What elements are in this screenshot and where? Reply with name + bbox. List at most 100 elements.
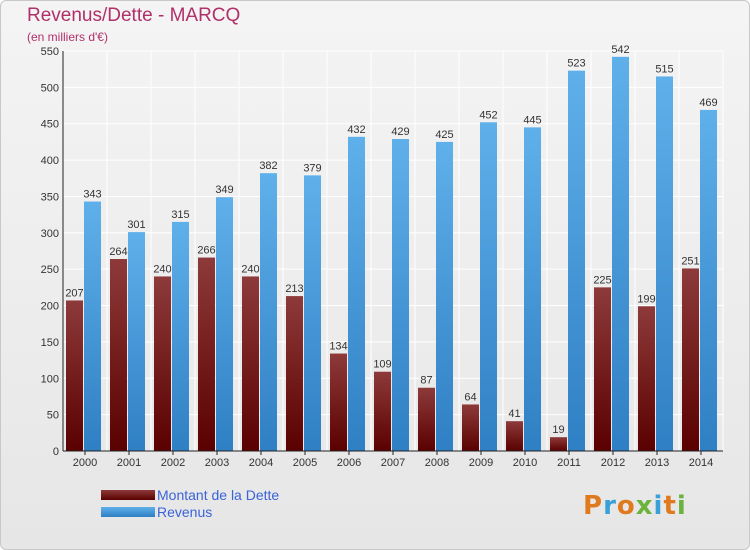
x-tick-label: 2011 [557,457,581,469]
bar-dette [110,259,127,451]
legend-label-dette: Montant de la Dette [157,487,280,503]
bar-revenus [348,136,365,451]
bar-revenus [612,56,629,452]
data-label-revenus: 343 [83,189,101,201]
x-tick-label: 2014 [689,457,713,469]
data-label-revenus: 452 [479,109,497,121]
chart-title: Revenus/Dette - MARCQ [27,5,241,26]
bar-dette [242,276,259,451]
bar-dette [66,300,83,451]
x-tick-label: 2004 [249,457,273,469]
logo-letter: i [676,491,687,521]
bar-revenus [84,201,101,451]
x-tick-label: 2008 [425,457,449,469]
y-tick-label: 500 [41,82,59,94]
data-label-dette: 264 [109,246,127,258]
y-tick-label: 0 [53,446,59,458]
bar-revenus [128,232,145,451]
data-label-dette: 199 [637,293,655,305]
chart-subtitle: (en milliers d'€) [27,30,108,44]
logo-letter: P [583,491,604,521]
bar-dette [330,353,347,451]
legend-swatch-revenus [101,507,155,517]
logo-letter: x [635,491,654,521]
bar-revenus [216,197,233,451]
bar-dette [286,296,303,451]
data-label-revenus: 349 [215,184,233,196]
data-label-dette: 213 [285,283,303,295]
data-label-revenus: 542 [611,44,629,56]
y-tick-label: 150 [41,337,59,349]
data-label-revenus: 425 [435,129,453,141]
data-label-dette: 64 [464,391,476,403]
bar-revenus [480,122,497,451]
x-tick-label: 2000 [73,457,97,469]
x-tick-label: 2006 [337,457,361,469]
bar-revenus [392,139,409,451]
logo-letter: o [616,491,636,521]
bar-revenus [568,70,585,452]
y-tick-label: 100 [41,373,59,385]
bar-dette [198,257,215,451]
data-label-dette: 266 [197,245,215,257]
y-tick-label: 50 [47,410,59,422]
x-tick-label: 2001 [117,457,141,469]
bar-dette [682,268,699,451]
data-label-revenus: 379 [303,162,321,174]
data-label-revenus: 382 [259,160,277,172]
bar-dette [550,437,567,451]
y-tick-label: 200 [41,301,59,313]
logo-letter: i [653,491,664,521]
y-tick-label: 300 [41,228,59,240]
y-tick-label: 400 [41,155,59,167]
data-label-dette: 225 [593,274,611,286]
y-tick-label: 350 [41,191,59,203]
bar-dette [638,306,655,451]
y-tick-label: 250 [41,264,59,276]
data-label-revenus: 432 [347,124,365,136]
x-tick-label: 2002 [161,457,185,469]
y-tick-label: 450 [41,119,59,131]
data-label-revenus: 315 [171,209,189,221]
bar-revenus [656,76,673,452]
proxiti-logo: Proxiti [583,491,687,521]
bar-revenus [304,175,321,451]
legend-label-revenus: Revenus [157,504,213,520]
bar-revenus [524,127,541,451]
data-label-dette: 251 [681,255,699,267]
data-label-dette: 207 [65,287,83,299]
x-tick-label: 2003 [205,457,229,469]
bar-dette [418,387,435,451]
data-label-dette: 109 [373,359,391,371]
x-tick-label: 2012 [601,457,625,469]
data-label-dette: 240 [241,263,259,275]
bar-revenus [172,221,189,451]
data-label-revenus: 523 [567,58,585,70]
logo-letter: r [603,491,617,521]
data-label-dette: 41 [508,408,520,420]
data-label-dette: 240 [153,263,171,275]
data-label-dette: 87 [420,375,432,387]
x-tick-label: 2007 [381,457,405,469]
bar-dette [462,404,479,451]
data-label-revenus: 445 [523,114,541,126]
bar-dette [154,276,171,451]
x-tick-label: 2009 [469,457,493,469]
data-label-dette: 19 [552,424,564,436]
data-label-dette: 134 [329,341,347,353]
data-label-revenus: 469 [699,97,717,109]
data-label-revenus: 429 [391,126,409,138]
x-tick-label: 2005 [293,457,317,469]
bar-dette [506,421,523,451]
legend-swatch-dette [101,490,155,500]
bar-revenus [700,109,717,451]
data-label-revenus: 515 [655,63,673,75]
y-tick-label: 550 [41,46,59,58]
bar-revenus [436,141,453,451]
bar-revenus [260,173,277,451]
x-tick-label: 2013 [645,457,669,469]
logo-letter: t [663,491,677,521]
x-tick-label: 2010 [513,457,537,469]
